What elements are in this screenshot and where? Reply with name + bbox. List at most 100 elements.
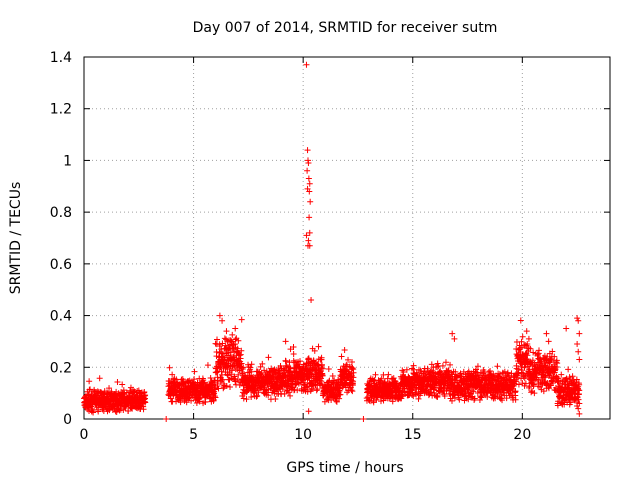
data-point xyxy=(554,378,561,385)
data-point xyxy=(574,315,581,322)
data-point xyxy=(305,160,312,167)
data-point xyxy=(318,361,325,368)
data-point xyxy=(240,364,247,371)
data-point xyxy=(547,357,554,364)
data-point xyxy=(345,356,352,363)
data-point xyxy=(529,357,536,364)
data-point xyxy=(563,375,570,382)
data-point xyxy=(574,341,581,348)
data-point xyxy=(227,383,234,390)
data-point xyxy=(265,392,272,399)
data-point xyxy=(434,392,441,399)
data-point xyxy=(534,351,541,358)
data-point xyxy=(415,395,422,402)
data-point xyxy=(89,406,96,413)
data-point xyxy=(290,351,297,358)
data-point xyxy=(470,388,477,395)
data-point xyxy=(235,337,242,344)
data-point xyxy=(259,360,266,367)
data-point xyxy=(563,325,570,332)
data-point xyxy=(216,342,223,349)
data-point xyxy=(306,242,313,249)
data-point xyxy=(319,365,326,372)
data-point xyxy=(236,352,243,359)
data-point xyxy=(524,352,531,359)
data-point xyxy=(573,376,580,383)
data-point xyxy=(439,362,446,369)
data-point xyxy=(338,353,345,360)
data-point xyxy=(257,371,264,378)
data-point xyxy=(238,360,245,367)
data-point xyxy=(282,338,289,345)
data-point xyxy=(565,366,572,373)
data-point xyxy=(518,338,525,345)
data-point xyxy=(294,387,301,394)
data-point xyxy=(140,406,147,413)
data-point xyxy=(487,368,494,375)
data-point xyxy=(554,360,561,367)
data-point xyxy=(306,180,313,187)
data-point xyxy=(305,237,312,244)
data-point xyxy=(238,316,245,323)
data-point xyxy=(555,398,562,405)
data-point xyxy=(448,397,455,404)
data-point xyxy=(540,388,547,395)
data-point xyxy=(558,371,565,378)
data-point xyxy=(212,386,219,393)
data-point xyxy=(496,371,503,378)
y-tick-label: 0.2 xyxy=(50,360,72,376)
data-point xyxy=(216,364,223,371)
data-point xyxy=(216,348,223,355)
data-point xyxy=(248,368,255,375)
data-point xyxy=(303,384,310,391)
data-point xyxy=(305,356,312,363)
data-point xyxy=(214,336,221,343)
data-point xyxy=(254,392,261,399)
data-point xyxy=(219,317,226,324)
data-point xyxy=(515,370,522,377)
data-point xyxy=(575,405,582,412)
data-point xyxy=(493,389,500,396)
data-point xyxy=(336,395,343,402)
data-point xyxy=(434,360,441,367)
data-point xyxy=(216,312,223,319)
x-tick-label: 5 xyxy=(189,427,198,443)
data-point xyxy=(247,364,254,371)
data-point xyxy=(348,387,355,394)
y-axis-label: SRMTID / TECUs xyxy=(8,182,24,295)
data-point xyxy=(576,410,583,417)
data-point xyxy=(451,335,458,342)
data-point xyxy=(528,389,535,396)
data-point xyxy=(575,396,582,403)
data-point xyxy=(243,396,250,403)
data-point xyxy=(238,369,245,376)
data-point xyxy=(576,381,583,388)
y-tick-label: 0.8 xyxy=(50,205,72,221)
data-point xyxy=(221,335,228,342)
data-point xyxy=(569,373,576,380)
data-point xyxy=(512,396,519,403)
data-point xyxy=(536,347,542,354)
data-point xyxy=(227,337,234,344)
data-point xyxy=(306,229,313,236)
data-point xyxy=(305,175,312,182)
data-point xyxy=(304,388,311,395)
data-point xyxy=(478,393,485,400)
tick-marks: 0 5 10 15 20 0 0.2 0.4 0.6 0.8 1 1.2 1.4 xyxy=(50,50,610,443)
data-point xyxy=(552,366,559,373)
data-point xyxy=(527,358,534,365)
data-point xyxy=(491,376,498,383)
data-point xyxy=(272,396,279,403)
data-point xyxy=(400,368,407,375)
data-point xyxy=(350,369,357,376)
data-point xyxy=(305,408,312,415)
data-point xyxy=(313,361,320,368)
data-point xyxy=(286,359,293,366)
y-tick-label: 1.2 xyxy=(50,102,72,118)
data-point xyxy=(456,396,463,403)
y-tick-label: 1 xyxy=(63,153,72,169)
data-point xyxy=(434,363,441,370)
data-point xyxy=(183,399,190,406)
data-point xyxy=(255,389,262,396)
x-tick-label: 10 xyxy=(294,427,312,443)
